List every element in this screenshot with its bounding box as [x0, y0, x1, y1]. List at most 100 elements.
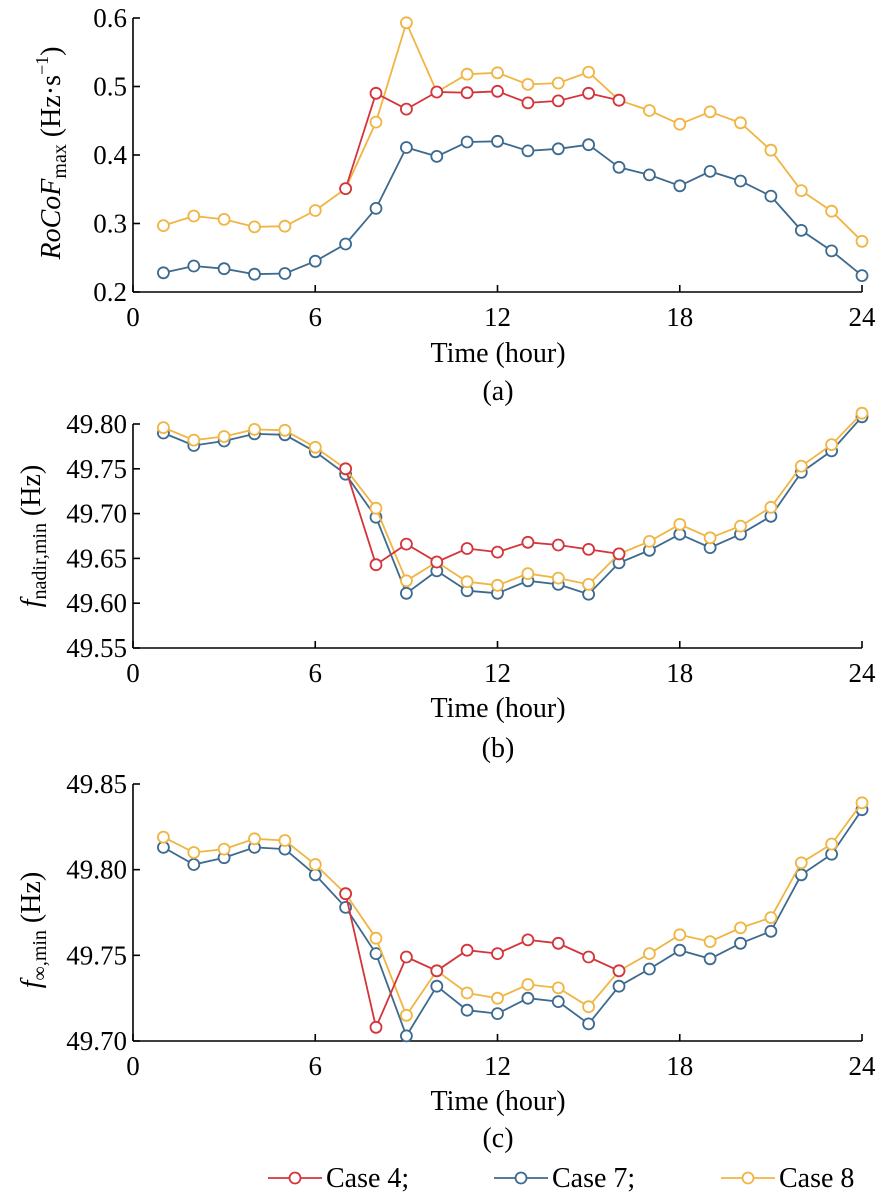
data-point: [825, 244, 838, 258]
data-point: [430, 149, 444, 163]
data-point: [460, 86, 474, 100]
x-tick-label: 18: [666, 302, 693, 332]
data-point: [156, 841, 170, 854]
data-point: [582, 1017, 595, 1031]
data-point: [339, 462, 353, 476]
y-tick-label: 49.60: [66, 588, 127, 618]
data-point: [460, 542, 474, 555]
y-tick-label: 49.55: [66, 633, 127, 663]
data-point: [308, 204, 322, 217]
panel-a-rocof: 0 6 12 18 240.20.30.40.50.6 Time (hour) (a) …: [32, 3, 876, 407]
data-point: [248, 422, 261, 436]
x-tick-label: 18: [666, 1051, 693, 1081]
data-point: [764, 143, 778, 157]
x-tick-label: 6: [309, 658, 323, 688]
y-axis-title-unit: (Hz·s: [36, 75, 67, 144]
x-tick-label: 24: [849, 302, 877, 332]
x-tick-label: 6: [309, 1051, 323, 1081]
data-point: [491, 947, 504, 960]
y-tick-label: 49.75: [66, 940, 127, 970]
data-point: [460, 1003, 474, 1017]
data-point: [369, 86, 383, 100]
y-axis-title-sub: nadir,min: [29, 523, 51, 599]
data-point: [248, 267, 261, 281]
data-point: [825, 204, 838, 218]
data-point: [612, 979, 626, 993]
series-case-8: [156, 16, 869, 248]
data-point: [369, 501, 383, 515]
series-case-8: [156, 406, 869, 592]
data-point: [551, 538, 565, 552]
data-point: [399, 1008, 413, 1022]
data-point: [582, 543, 595, 556]
y-axis-title: f∞,min (Hz): [16, 872, 51, 988]
series-case-7: [156, 134, 869, 283]
series-line: [163, 20, 863, 242]
y-axis-title-main: f: [16, 977, 47, 988]
y-tick-label: 0.6: [93, 3, 127, 33]
data-point: [551, 94, 565, 108]
data-point: [551, 936, 565, 950]
data-point: [673, 117, 687, 131]
data-point: [734, 174, 747, 188]
data-point: [339, 182, 353, 196]
data-point: [612, 160, 626, 174]
data-point: [187, 259, 201, 273]
x-tick-label: 12: [484, 1051, 511, 1081]
data-point: [734, 921, 747, 935]
data-point: [156, 219, 170, 233]
x-tick-label: 12: [484, 658, 511, 688]
y-tick-label: 49.80: [66, 409, 127, 439]
data-point: [491, 84, 504, 98]
data-point: [612, 547, 626, 561]
y-tick-label: 0.3: [93, 209, 127, 239]
data-point: [278, 219, 292, 233]
data-point: [460, 575, 474, 589]
data-point: [430, 555, 444, 569]
data-point: [369, 931, 383, 945]
data-point: [308, 868, 322, 882]
data-point: [703, 164, 717, 178]
data-point: [582, 578, 595, 591]
series-line: [163, 416, 863, 596]
data-point: [734, 116, 747, 130]
y-tick-label: 49.70: [66, 499, 127, 529]
x-axis-title: Time (hour): [430, 1086, 565, 1117]
data-point: [643, 535, 656, 548]
data-point: [521, 96, 535, 110]
data-point: [521, 78, 535, 91]
data-point: [582, 138, 595, 152]
x-tick-label: 0: [126, 658, 140, 688]
y-axis-title: fnadir,min (Hz): [16, 465, 51, 607]
data-point: [673, 943, 687, 957]
data-point: [278, 423, 292, 437]
panel-caption: (b): [482, 733, 515, 764]
y-axis-title-unit-sup: −1: [32, 56, 52, 75]
data-point: [430, 85, 444, 99]
y-axis-title-main: f: [16, 596, 47, 607]
data-point: [399, 16, 413, 30]
data-point: [703, 531, 717, 545]
data-point: [764, 924, 778, 938]
y-axis-title-sub: max: [49, 144, 71, 178]
data-point: [217, 262, 231, 276]
data-point: [460, 943, 474, 957]
legend-label: Case 4;: [326, 1163, 409, 1194]
series-case-4: [339, 887, 626, 1034]
data-point: [521, 933, 535, 947]
data-point: [369, 1020, 383, 1034]
y-axis-title-unit: (Hz): [16, 465, 47, 523]
data-point: [794, 856, 808, 870]
data-point: [703, 935, 717, 948]
data-point: [764, 189, 778, 203]
data-point: [308, 858, 322, 871]
x-axis-title: Time (hour): [430, 693, 565, 724]
series-line: [163, 412, 863, 587]
data-point: [187, 433, 201, 447]
data-point: [308, 254, 322, 268]
data-point: [551, 995, 565, 1008]
data-point: [187, 846, 201, 859]
data-point: [643, 947, 656, 960]
data-point: [703, 105, 717, 119]
data-point: [399, 1029, 413, 1043]
